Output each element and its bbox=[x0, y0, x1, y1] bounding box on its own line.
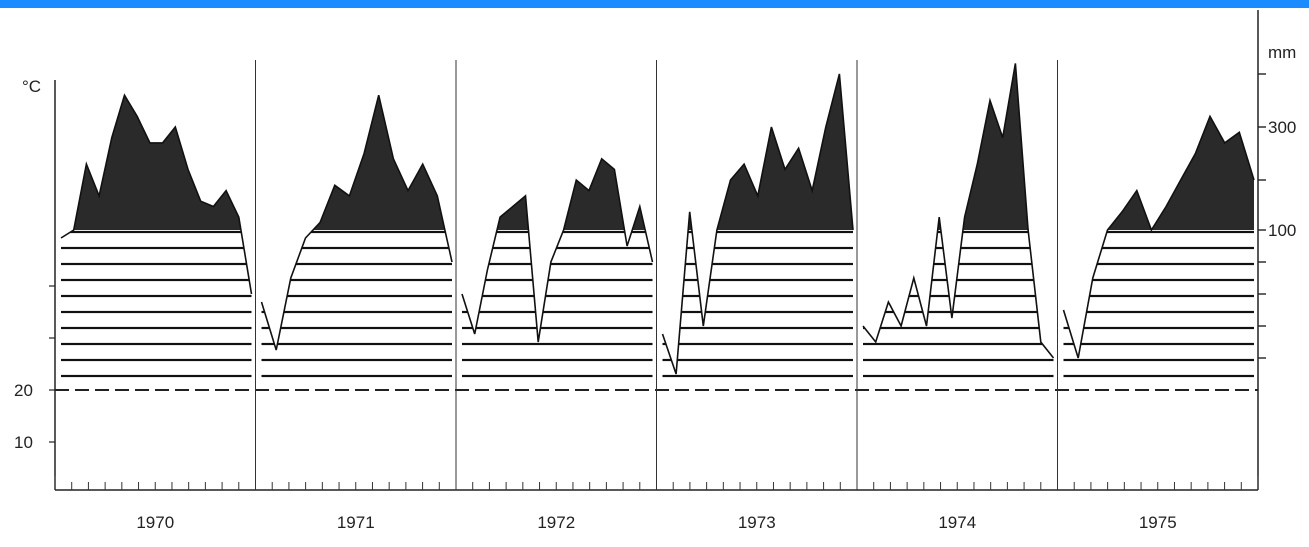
left-tick-label: 20 bbox=[14, 381, 33, 400]
humid-area-1975 bbox=[1063, 230, 1254, 390]
perhumid-area-1971 bbox=[261, 95, 452, 230]
arid-area-1975 bbox=[1063, 390, 1254, 391]
arid-area-1972 bbox=[462, 390, 653, 490]
arid-area-1971 bbox=[262, 390, 453, 490]
humid-area-1974 bbox=[863, 230, 1054, 390]
left-tick-label: 10 bbox=[14, 433, 33, 452]
precipitation-line-1973 bbox=[661, 73, 854, 375]
year-label-1974: 1974 bbox=[938, 513, 976, 532]
perhumid-area-1975 bbox=[1063, 116, 1254, 230]
arid-area-1973 bbox=[663, 390, 854, 490]
humid-area-1972 bbox=[462, 230, 653, 390]
humid-area-1971 bbox=[261, 230, 452, 390]
precipitation-line-1974 bbox=[862, 63, 1055, 359]
year-label-1971: 1971 bbox=[337, 513, 375, 532]
year-label-1970: 1970 bbox=[136, 513, 174, 532]
arid-area-1974 bbox=[863, 390, 1054, 391]
right-tick-label: 300 bbox=[1268, 118, 1296, 137]
year-label-1973: 1973 bbox=[738, 513, 776, 532]
top-accent-bar bbox=[0, 0, 1309, 8]
year-label-1972: 1972 bbox=[537, 513, 575, 532]
right-axis-unit: mm bbox=[1268, 43, 1296, 62]
year-label-1975: 1975 bbox=[1139, 513, 1177, 532]
precipitation-line-1970 bbox=[60, 93, 253, 295]
precipitation-line-1972 bbox=[461, 157, 654, 343]
precipitation-line-1971 bbox=[260, 95, 453, 351]
perhumid-area-1972 bbox=[462, 158, 653, 230]
right-tick-label: 100 bbox=[1268, 221, 1296, 240]
arid-area-1970 bbox=[61, 390, 252, 490]
precipitation-line-1975 bbox=[1062, 114, 1255, 359]
left-axis-unit: °C bbox=[22, 77, 41, 96]
humid-area-1970 bbox=[61, 230, 252, 390]
humid-area-1973 bbox=[662, 230, 853, 390]
